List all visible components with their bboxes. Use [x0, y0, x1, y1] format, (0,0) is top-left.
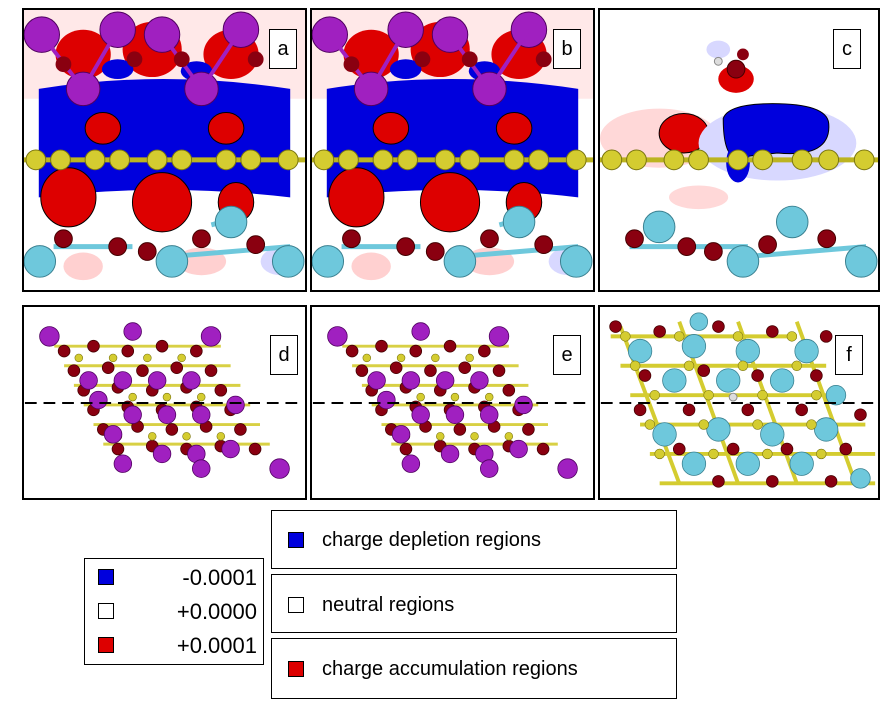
- panel-f: f: [598, 305, 880, 500]
- legend-accumulation-text: charge accumulation regions: [322, 658, 578, 680]
- legend-neutral-text: neutral regions: [322, 594, 455, 616]
- red-swatch: [98, 637, 114, 653]
- panel-label-c: c: [833, 29, 861, 69]
- scale-value-positive: +0.0001: [176, 633, 257, 658]
- panel-c-structure: [600, 10, 878, 290]
- legend-depletion-text: charge depletion regions: [322, 529, 542, 551]
- scale-row-zero: +0.0000: [85, 595, 265, 631]
- panel-e: e: [310, 305, 595, 500]
- panel-a-structure: [24, 10, 305, 290]
- color-scale-legend: -0.0001 +0.0000 +0.0001: [84, 558, 264, 665]
- panel-d: d: [22, 305, 307, 500]
- scale-row-negative: -0.0001: [85, 561, 265, 597]
- panel-label-f: f: [835, 335, 863, 375]
- legend-depletion: charge depletion regions: [271, 510, 677, 569]
- panel-label-e: e: [553, 335, 581, 375]
- panel-c: c: [598, 8, 880, 292]
- scale-row-positive: +0.0001: [85, 629, 265, 665]
- panel-label-d: d: [270, 335, 298, 375]
- panel-a: a: [22, 8, 307, 292]
- panel-b-structure: [312, 10, 593, 290]
- white-swatch: [288, 597, 304, 613]
- scale-value-negative: -0.0001: [182, 565, 257, 590]
- blue-swatch: [288, 532, 304, 548]
- panel-e-structure: [312, 322, 593, 479]
- panel-d-structure: [24, 322, 305, 479]
- panel-label-a: a: [269, 29, 297, 69]
- blue-swatch: [98, 569, 114, 585]
- white-swatch: [98, 603, 114, 619]
- panel-b: b: [310, 8, 595, 292]
- red-swatch: [288, 661, 304, 677]
- scale-value-zero: +0.0000: [176, 599, 257, 624]
- legend-neutral: neutral regions: [271, 574, 677, 633]
- panel-label-b: b: [553, 29, 581, 69]
- legend-accumulation: charge accumulation regions: [271, 638, 677, 699]
- panel-f-structure: [600, 312, 878, 489]
